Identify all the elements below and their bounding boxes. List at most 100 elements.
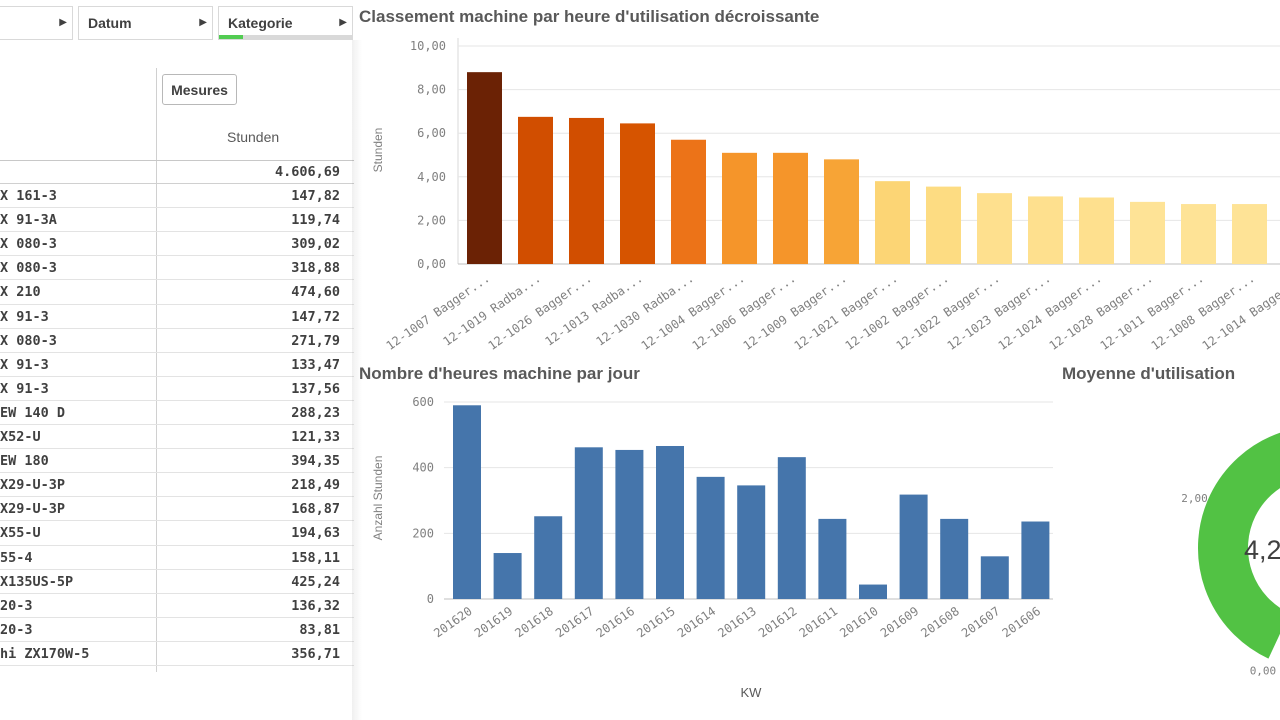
bar[interactable] [899, 494, 928, 599]
x-axis-label: KW [741, 685, 763, 700]
filter-pane-datum[interactable]: Datum ▶ [78, 6, 213, 40]
row-name: EW 180 [0, 453, 49, 470]
table-row[interactable]: X 91-3 133,47 [0, 353, 354, 377]
table-row[interactable]: X52-U 121,33 [0, 425, 354, 450]
bar[interactable] [518, 116, 553, 264]
bar[interactable] [493, 553, 522, 599]
row-value: 271,79 [291, 332, 340, 349]
filter-pane-kategorie[interactable]: Kategorie ▶ [218, 6, 353, 40]
table-row[interactable]: 20-3 136,32 [0, 594, 354, 618]
row-value: 425,24 [291, 573, 340, 590]
table-row[interactable]: X 91-3A 119,74 [0, 208, 354, 233]
bar[interactable] [574, 447, 603, 599]
bar[interactable] [1181, 204, 1216, 264]
panel-shadow [352, 40, 362, 720]
row-value: 474,60 [291, 284, 340, 301]
expand-arrow-icon[interactable]: ▶ [59, 17, 67, 28]
bar[interactable] [620, 123, 655, 264]
bar[interactable] [696, 476, 725, 599]
bar[interactable] [1021, 521, 1050, 599]
row-value: 356,71 [291, 645, 340, 662]
table-row[interactable]: X 080-3 318,88 [0, 256, 354, 281]
header-divider [0, 160, 354, 161]
bar[interactable] [467, 72, 502, 264]
table-row[interactable]: EW 140 D 288,23 [0, 401, 354, 426]
filter-label: Kategorie [228, 15, 293, 31]
row-name: X 91-3 [0, 356, 49, 373]
bar[interactable] [1028, 196, 1063, 264]
bar[interactable] [671, 139, 706, 264]
utilization-gauge[interactable]: 0,002,004,00 4,2 [1056, 386, 1280, 720]
row-name: X135US-5P [0, 573, 74, 590]
table-row[interactable]: X 080-3 271,79 [0, 329, 354, 353]
table-row[interactable]: hi ZX170W-5 356,71 [0, 642, 354, 666]
table-row[interactable]: 20-3 83,81 [0, 618, 354, 642]
row-value: 147,72 [291, 308, 340, 325]
gauge-value: 4,2 [1244, 535, 1280, 565]
y-axis-label: Stunden [371, 128, 385, 173]
row-name: 55-4 [0, 549, 33, 566]
row-value: 137,56 [291, 380, 340, 397]
y-tick-label: 0,00 [417, 257, 446, 271]
expand-arrow-icon[interactable]: ▶ [199, 17, 207, 28]
bar[interactable] [926, 186, 961, 264]
x-tick-label: 201609 [878, 604, 922, 640]
x-tick-label: 201607 [959, 604, 1003, 640]
bar[interactable] [1079, 197, 1114, 264]
bar[interactable] [453, 405, 481, 599]
bar[interactable] [980, 556, 1009, 599]
table-row[interactable]: EW 180 394,35 [0, 449, 354, 474]
table-row[interactable]: X 080-3 309,02 [0, 232, 354, 257]
row-value: 194,63 [291, 525, 340, 542]
table-row[interactable]: X29-U-3P 218,49 [0, 473, 354, 498]
bar[interactable] [940, 518, 969, 599]
bar[interactable] [569, 117, 604, 264]
row-value: 168,87 [291, 501, 340, 518]
x-tick-label: 201617 [553, 604, 597, 640]
table-row[interactable]: X 91-3 137,56 [0, 377, 354, 401]
bar[interactable] [737, 485, 766, 599]
x-tick-label: 201619 [472, 604, 516, 640]
bar[interactable] [824, 159, 859, 264]
bar[interactable] [859, 584, 887, 599]
row-name: X 91-3 [0, 308, 49, 325]
row-name: X52-U [0, 429, 41, 446]
x-tick-label: 201618 [512, 604, 556, 640]
bar[interactable] [1130, 201, 1165, 264]
expand-arrow-icon[interactable]: ▶ [339, 17, 347, 28]
pivot-table: Mesures Stunden 4.606,69 X 161-3 147,82 X… [0, 64, 354, 714]
bar[interactable] [722, 152, 757, 264]
table-row[interactable]: X 161-3 147,82 [0, 184, 354, 209]
table-row[interactable]: X29-U-3P 168,87 [0, 497, 354, 522]
column-header-stunden[interactable]: Stunden [227, 129, 280, 145]
table-row[interactable]: X55-U 194,63 [0, 521, 354, 546]
x-tick-label: 201613 [715, 604, 759, 640]
row-name: EW 140 D [0, 404, 66, 421]
bar[interactable] [875, 181, 910, 264]
row-name: X 210 [0, 284, 41, 301]
bar[interactable] [773, 152, 808, 264]
bar[interactable] [977, 193, 1012, 264]
table-row[interactable]: X 91-3 147,72 [0, 305, 354, 329]
selection-state-bar-selected [219, 35, 243, 39]
y-tick-label: 600 [412, 395, 434, 409]
gauge-tick-label: 2,00 [1181, 492, 1208, 505]
table-row[interactable]: X 210 474,60 [0, 280, 354, 305]
y-axis-label: Anzahl Stunden [371, 456, 385, 541]
bar[interactable] [615, 449, 644, 599]
x-tick-label: 201616 [594, 604, 638, 640]
row-name: X29-U-3P [0, 477, 66, 494]
bar[interactable] [534, 516, 563, 599]
table-row[interactable]: 55-4 158,11 [0, 546, 354, 570]
row-value: 121,33 [291, 429, 340, 446]
bar[interactable] [1232, 204, 1267, 264]
table-row[interactable]: X135US-5P 425,24 [0, 570, 354, 594]
bar[interactable] [656, 445, 684, 599]
row-name: X 080-3 [0, 260, 57, 277]
mesures-button[interactable]: Mesures [162, 74, 237, 105]
filter-pane-1[interactable]: ▶ [0, 6, 73, 40]
bar[interactable] [818, 518, 847, 599]
bar[interactable] [777, 457, 806, 599]
